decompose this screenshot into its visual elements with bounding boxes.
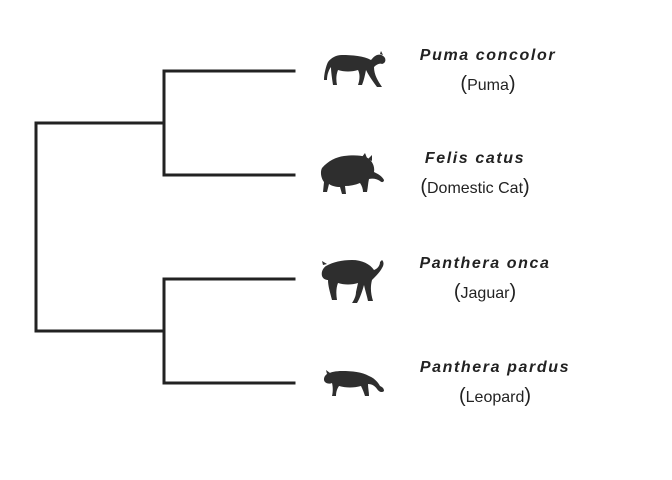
puma-silhouette-icon [324,51,386,87]
common-name: Jaguar [460,285,510,302]
common-name-wrapper: (Puma) [460,73,516,95]
common-name-wrapper: (Jaguar) [453,281,517,303]
common-name: Domestic Cat [426,180,524,197]
jaguar-silhouette-icon [321,260,384,303]
common-name: Puma [467,77,509,94]
scientific-name: Panthera pardus [419,359,571,376]
scientific-name: Felis catus [424,150,526,167]
taxon-label-jaguar: Panthera onca (Jaguar) [390,254,580,305]
common-name: Leopard [465,389,525,406]
domestic-cat-silhouette-icon [320,153,384,194]
taxon-label-puma: Puma concolor (Puma) [393,46,583,97]
scientific-name: Puma concolor [419,47,557,64]
taxon-label-domestic-cat: Felis catus (Domestic Cat) [380,149,570,200]
common-name-wrapper: (Domestic Cat) [420,176,530,198]
taxon-label-leopard: Panthera pardus (Leopard) [400,358,590,409]
leopard-silhouette-icon [323,370,384,396]
scientific-name: Panthera onca [419,255,551,272]
common-name-wrapper: (Leopard) [458,385,532,407]
tree-branches [34,69,296,385]
